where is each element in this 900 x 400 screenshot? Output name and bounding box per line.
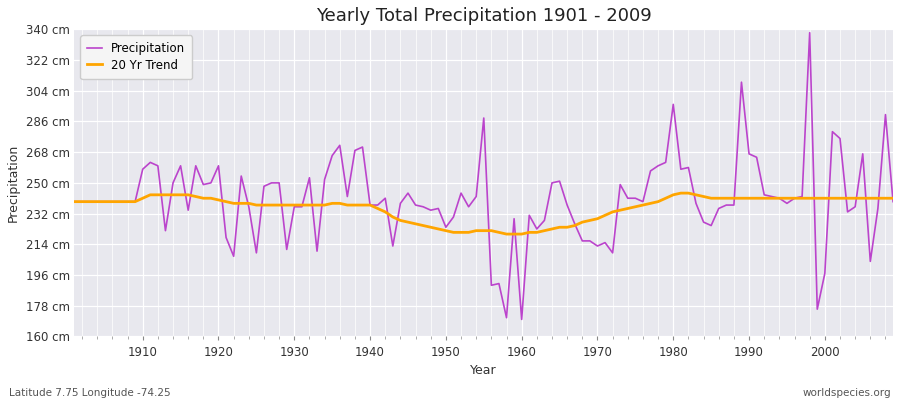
Y-axis label: Precipitation: Precipitation [7, 144, 20, 222]
20 Yr Trend [342, 203, 353, 208]
Precipitation [517, 317, 527, 322]
20 Yr Trend [517, 232, 527, 236]
Precipitation [508, 216, 519, 221]
Precipitation [342, 194, 353, 199]
Line: 20 Yr Trend: 20 Yr Trend [75, 193, 893, 234]
Precipitation [805, 30, 815, 35]
20 Yr Trend [675, 191, 686, 196]
Precipitation [524, 213, 535, 218]
Precipitation [887, 199, 898, 204]
Legend: Precipitation, 20 Yr Trend: Precipitation, 20 Yr Trend [80, 35, 193, 79]
Precipitation [615, 182, 626, 187]
Precipitation [130, 199, 140, 204]
Precipitation [296, 204, 307, 209]
20 Yr Trend [887, 196, 898, 201]
20 Yr Trend [69, 199, 80, 204]
Text: Latitude 7.75 Longitude -74.25: Latitude 7.75 Longitude -74.25 [9, 388, 171, 398]
Precipitation [69, 199, 80, 204]
20 Yr Trend [296, 203, 307, 208]
20 Yr Trend [501, 232, 512, 236]
Text: worldspecies.org: worldspecies.org [803, 388, 891, 398]
X-axis label: Year: Year [471, 364, 497, 377]
20 Yr Trend [615, 208, 626, 212]
Line: Precipitation: Precipitation [75, 33, 893, 320]
20 Yr Trend [524, 230, 535, 235]
20 Yr Trend [130, 199, 140, 204]
Title: Yearly Total Precipitation 1901 - 2009: Yearly Total Precipitation 1901 - 2009 [316, 7, 652, 25]
